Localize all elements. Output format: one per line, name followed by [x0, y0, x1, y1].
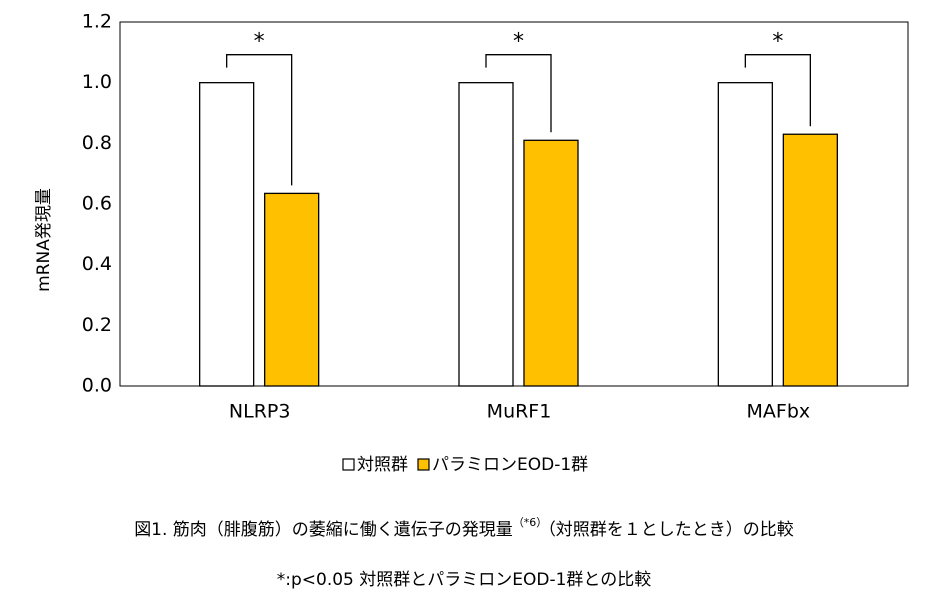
significance-mark: *	[513, 30, 524, 55]
legend-label: 対照群	[357, 455, 408, 475]
significance-bracket	[226, 54, 293, 186]
y-tick-label: 0.0	[82, 375, 112, 397]
y-axis-label: mRNA発現量	[34, 188, 54, 292]
caption-main: 図1. 筋肉（腓腹筋）の萎縮に働く遺伝子の発現量	[134, 520, 513, 540]
plot-frame	[119, 21, 909, 387]
y-tick-label: 1.2	[82, 11, 112, 33]
caption-tail: （対照群を１としたとき）の比較	[547, 520, 794, 540]
significance-bracket	[744, 54, 811, 127]
y-tick-label: 0.8	[82, 132, 112, 154]
x-tick-label: NLRP3	[229, 401, 291, 423]
bar	[264, 192, 320, 387]
significance-mark: *	[772, 30, 783, 55]
x-tick-label: MuRF1	[487, 401, 552, 423]
x-tick-label: MAFbx	[747, 401, 811, 423]
significance-bracket	[485, 54, 552, 133]
y-tick-label: 0.4	[82, 253, 112, 275]
bar	[458, 82, 514, 387]
legend-label: パラミロンEOD-1群	[432, 455, 588, 475]
y-tick-label: 1.0	[82, 71, 112, 93]
significance-mark: *	[254, 30, 265, 55]
bar	[717, 82, 773, 387]
bar	[782, 133, 838, 387]
y-tick-label: 0.2	[82, 314, 112, 336]
caption-superscript: （*6）	[513, 516, 548, 529]
bar	[199, 82, 255, 387]
y-tick-label: 0.6	[82, 193, 112, 215]
legend-swatch	[342, 458, 355, 471]
bar	[523, 139, 579, 387]
legend-swatch	[417, 458, 430, 471]
caption: 図1. 筋肉（腓腹筋）の萎縮に働く遺伝子の発現量（*6）（対照群を１としたとき）…	[134, 516, 794, 540]
caption-note: *:p<0.05 対照群とパラミロンEOD-1群との比較	[277, 570, 652, 590]
